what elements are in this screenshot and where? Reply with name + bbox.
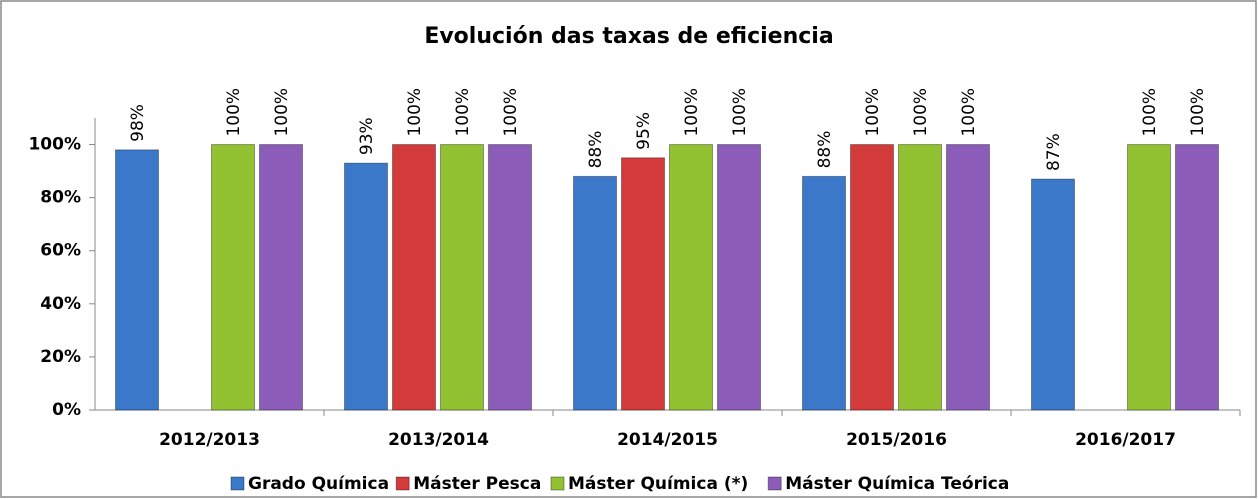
bar	[946, 144, 990, 411]
value-label: 100%	[224, 88, 244, 137]
bar	[717, 144, 761, 411]
legend-swatch	[550, 476, 565, 491]
bar	[802, 175, 846, 411]
value-label: 88%	[586, 131, 606, 169]
bar	[344, 162, 388, 411]
value-label: 100%	[1188, 88, 1208, 137]
value-label: 100%	[911, 88, 931, 137]
value-label: 100%	[272, 88, 292, 137]
y-tick-label: 80%	[40, 188, 81, 208]
x-tick-label: 2016/2017	[1075, 430, 1176, 450]
value-label: 93%	[357, 117, 377, 155]
value-label: 95%	[634, 112, 654, 150]
legend-swatch	[767, 476, 782, 491]
y-tick-label: 0%	[52, 400, 81, 420]
y-tick-label: 40%	[40, 294, 81, 314]
bar	[259, 144, 303, 411]
y-tick-label: 20%	[40, 347, 81, 367]
chart-title: Evolución das taxas de eficiencia	[424, 24, 833, 49]
value-label: 87%	[1044, 133, 1064, 171]
y-tick-label: 100%	[28, 135, 81, 155]
y-tick-label: 60%	[40, 241, 81, 261]
legend-label: Máster Química (*)	[568, 474, 748, 494]
bar	[488, 144, 532, 411]
value-label: 100%	[453, 88, 473, 137]
value-label: 100%	[682, 88, 702, 137]
legend-swatch	[395, 476, 410, 491]
bar	[850, 144, 894, 411]
x-tick-label: 2012/2013	[159, 430, 260, 450]
bar	[211, 144, 255, 411]
legend-label: Grado Química	[248, 474, 389, 494]
legend-label: Máster Química Teórica	[785, 474, 1009, 494]
bar	[1175, 144, 1219, 411]
bar	[1031, 178, 1075, 411]
value-label: 100%	[405, 88, 425, 137]
legend-swatch	[230, 476, 245, 491]
bar	[898, 144, 942, 411]
value-label: 88%	[815, 131, 835, 169]
x-tick-label: 2015/2016	[846, 430, 947, 450]
x-tick-label: 2014/2015	[617, 430, 718, 450]
value-label: 100%	[959, 88, 979, 137]
bar	[440, 144, 484, 411]
value-label: 100%	[501, 88, 521, 137]
legend-label: Máster Pesca	[413, 474, 541, 494]
bar	[1127, 144, 1171, 411]
value-label: 98%	[128, 104, 148, 142]
x-tick-label: 2013/2014	[388, 430, 489, 450]
bar	[392, 144, 436, 411]
bar	[669, 144, 713, 411]
bar	[115, 149, 159, 411]
value-label: 100%	[1140, 88, 1160, 137]
bar	[573, 175, 617, 411]
bar	[621, 157, 665, 411]
value-label: 100%	[730, 88, 750, 137]
value-label: 100%	[863, 88, 883, 137]
